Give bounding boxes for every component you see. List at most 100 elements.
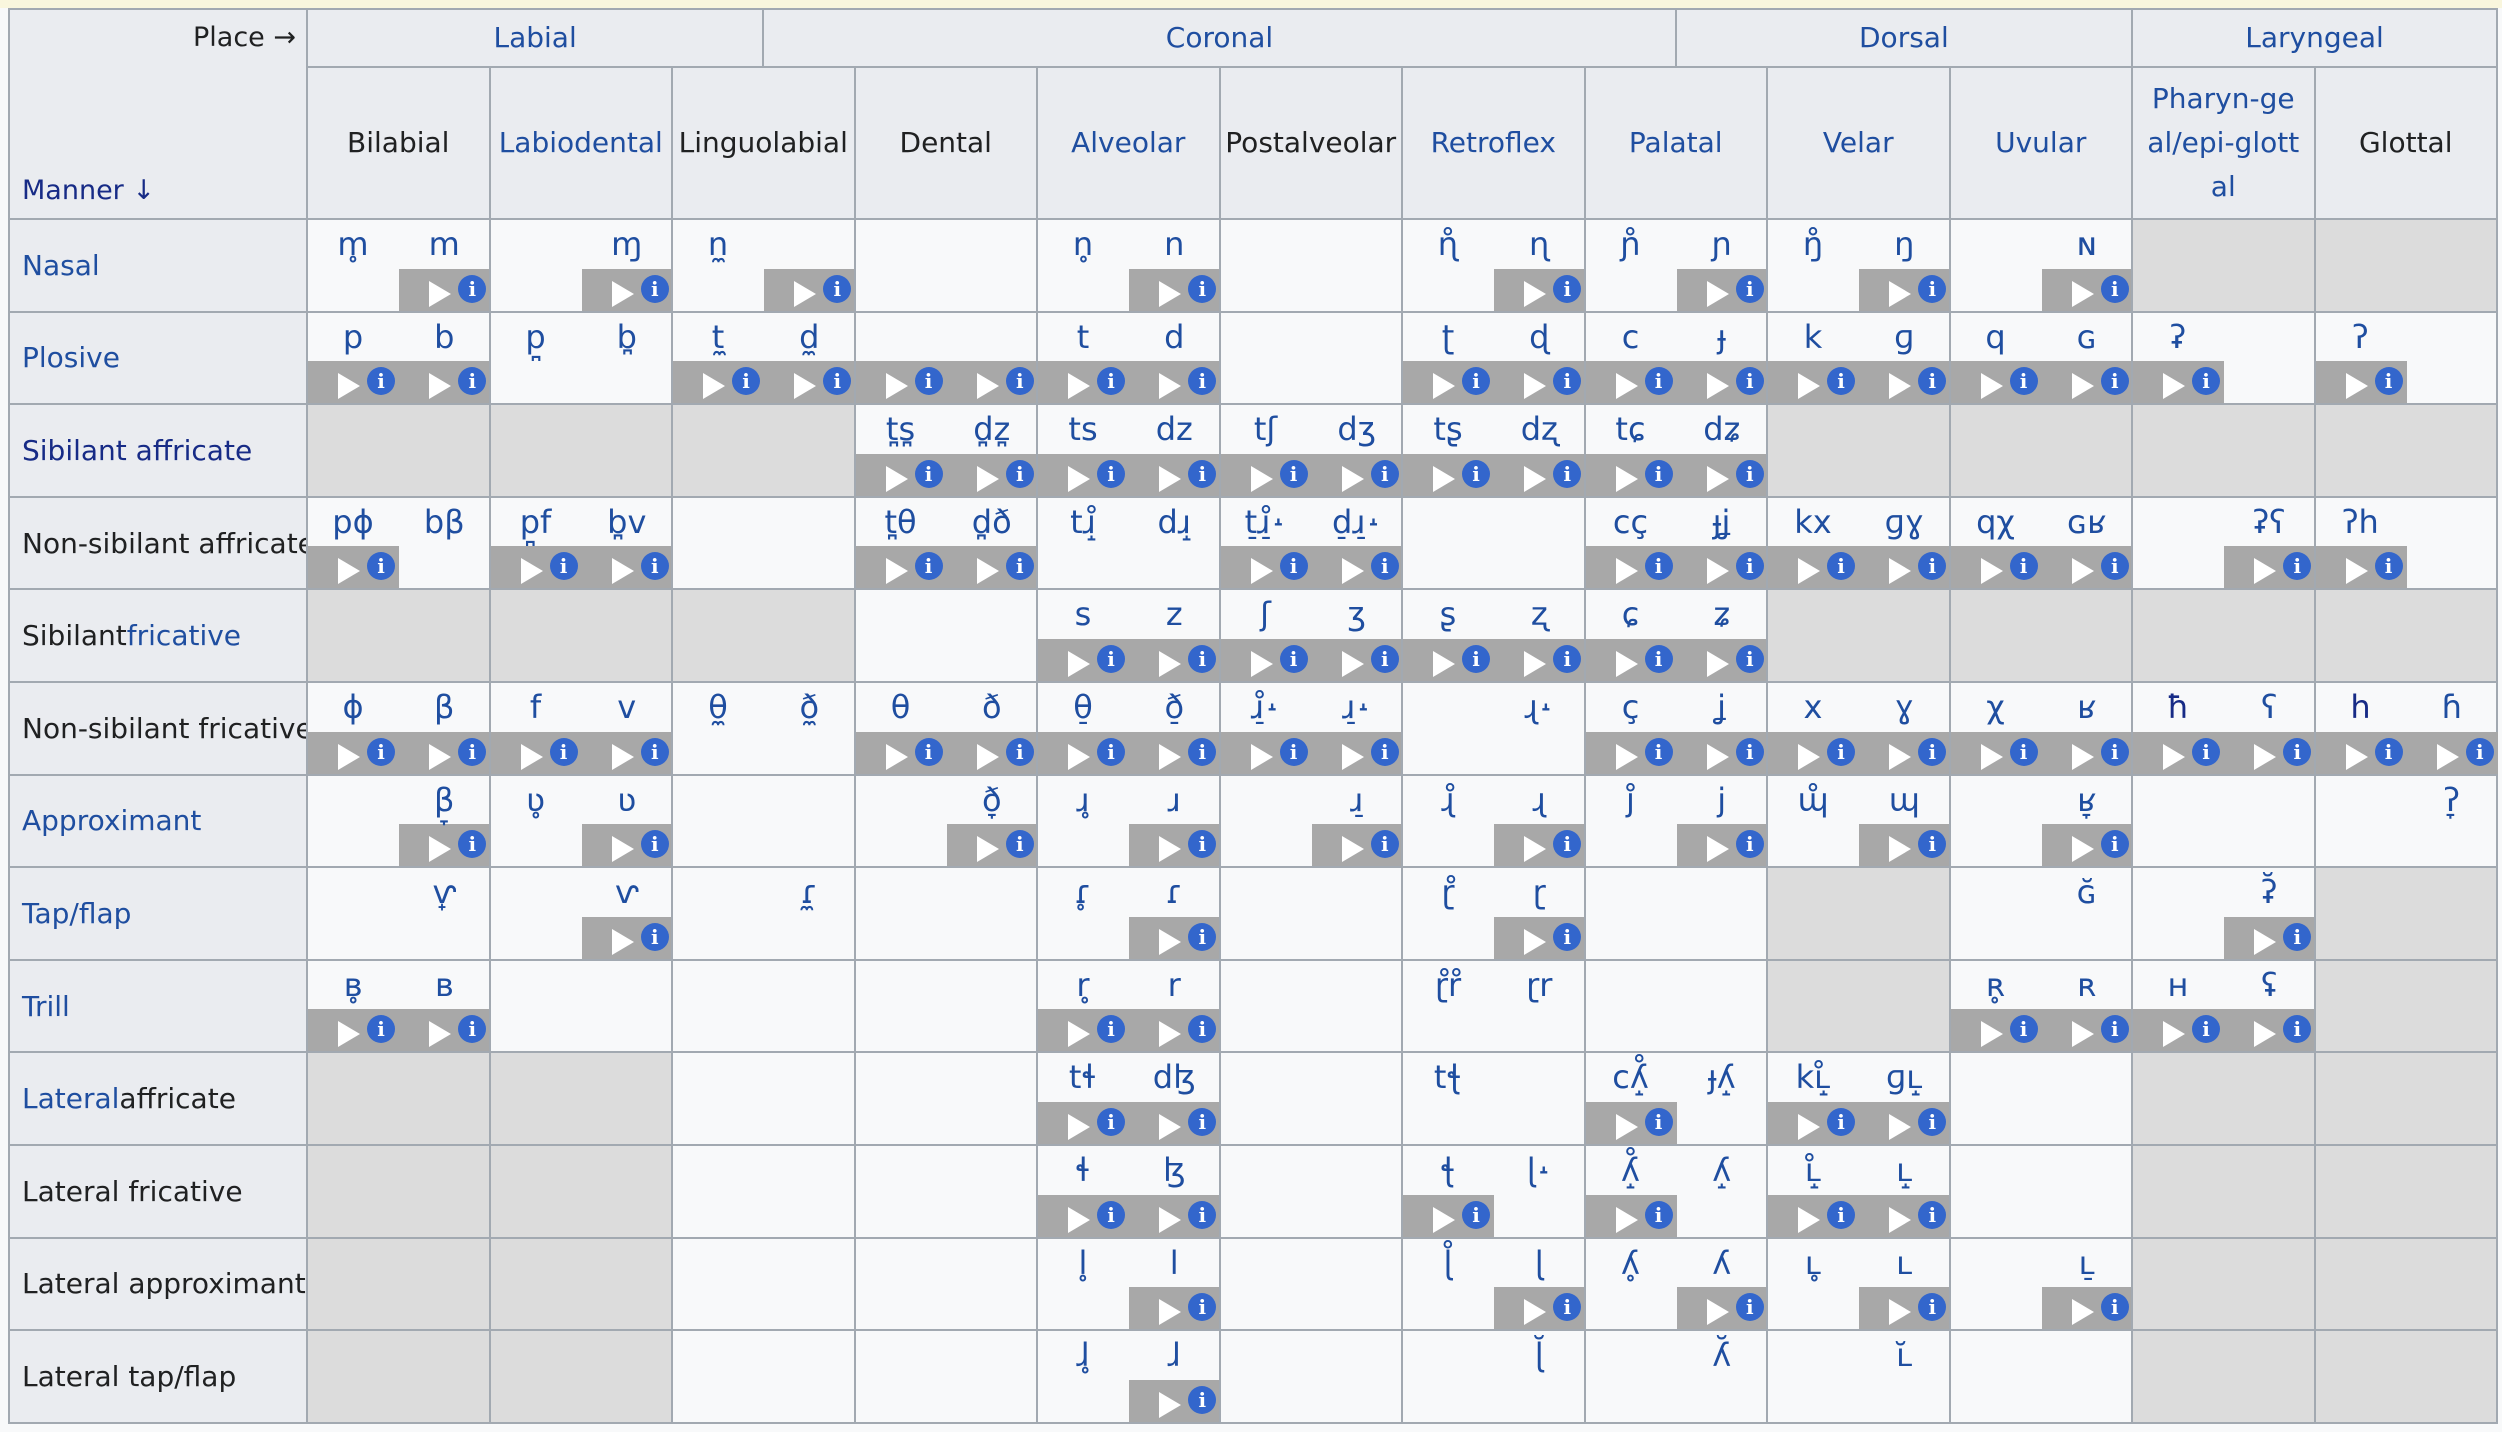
audio-player[interactable]: i: [1585, 546, 1677, 589]
audio-player[interactable]: i: [1859, 1194, 1951, 1237]
info-icon[interactable]: i: [1918, 1107, 1947, 1136]
ipa-symbol[interactable]: v: [617, 688, 637, 726]
column-header-9[interactable]: Uvular: [1948, 66, 2133, 220]
play-icon[interactable]: [1889, 743, 1912, 770]
group-header-dorsal[interactable]: Dorsal: [1674, 8, 2133, 68]
ipa-symbol[interactable]: ʟ̝: [1896, 1151, 1913, 1189]
info-icon[interactable]: i: [1279, 737, 1308, 766]
play-icon[interactable]: [1615, 465, 1638, 492]
info-icon[interactable]: i: [1918, 830, 1947, 859]
info-icon[interactable]: i: [2100, 737, 2129, 766]
ipa-symbol[interactable]: k: [1803, 317, 1823, 356]
column-label[interactable]: Pharyn-geal/epi-glottal: [2147, 82, 2300, 203]
play-icon[interactable]: [1524, 1299, 1547, 1326]
row-label[interactable]: Lateral fricative: [22, 1174, 243, 1208]
play-icon[interactable]: [2345, 373, 2368, 400]
row-label[interactable]: Plosive: [22, 341, 120, 375]
play-icon[interactable]: [1068, 1021, 1090, 1048]
play-icon[interactable]: [1159, 1113, 1182, 1140]
column-label[interactable]: Palatal: [1628, 126, 1723, 159]
info-icon[interactable]: i: [1279, 552, 1308, 581]
ipa-symbol[interactable]: ɾ̥: [1074, 873, 1092, 912]
info-icon[interactable]: i: [1188, 459, 1217, 488]
row-label[interactable]: Trill: [22, 989, 70, 1023]
audio-player[interactable]: i: [1585, 361, 1677, 404]
play-icon[interactable]: [1341, 465, 1364, 492]
info-icon[interactable]: i: [1827, 1200, 1855, 1229]
ipa-symbol[interactable]: n̥: [1072, 225, 1094, 263]
play-icon[interactable]: [2254, 558, 2277, 585]
audio-player[interactable]: i: [1038, 1194, 1129, 1237]
info-icon[interactable]: i: [549, 737, 578, 766]
ipa-symbol[interactable]: ɖ: [1529, 317, 1550, 356]
audio-player[interactable]: i: [1676, 453, 1768, 496]
info-icon[interactable]: i: [367, 1015, 395, 1044]
ipa-symbol[interactable]: ŋ̊: [1802, 225, 1824, 263]
play-icon[interactable]: [2163, 743, 2185, 770]
group-label[interactable]: Laryngeal: [2245, 21, 2384, 54]
info-icon[interactable]: i: [823, 274, 852, 303]
info-icon[interactable]: i: [1735, 367, 1764, 396]
info-icon[interactable]: i: [1553, 367, 1582, 396]
ipa-symbol[interactable]: ʋ̥: [525, 780, 546, 819]
play-icon[interactable]: [1889, 836, 1912, 863]
audio-player[interactable]: i: [1676, 546, 1768, 589]
play-icon[interactable]: [1068, 373, 1090, 400]
info-icon[interactable]: i: [2283, 1015, 2312, 1044]
column-label[interactable]: Linguolabial: [678, 126, 848, 159]
audio-player[interactable]: i: [1311, 453, 1403, 496]
ipa-symbol[interactable]: ʕ: [2261, 688, 2278, 726]
ipa-symbol[interactable]: ʎ: [1712, 1243, 1732, 1282]
group-header-laryngeal[interactable]: Laryngeal: [2131, 8, 2498, 68]
ipa-symbol[interactable]: ɲ̊: [1620, 225, 1641, 263]
row-label[interactable]: Tap/flap: [22, 896, 132, 930]
play-icon[interactable]: [1159, 928, 1182, 955]
ipa-symbol[interactable]: t̼: [711, 317, 725, 356]
ipa-symbol[interactable]: tɬ: [1068, 1058, 1098, 1097]
audio-player[interactable]: i: [1859, 361, 1951, 404]
column-header-11[interactable]: Glottal: [2313, 66, 2498, 220]
audio-player[interactable]: i: [581, 824, 673, 867]
audio-player[interactable]: i: [1038, 453, 1129, 496]
row-label-link[interactable]: Lateral: [22, 1082, 120, 1116]
play-icon[interactable]: [611, 928, 634, 955]
ipa-symbol[interactable]: β: [434, 688, 455, 726]
audio-player[interactable]: i: [581, 546, 673, 589]
audio-player[interactable]: i: [1129, 824, 1221, 867]
row-label[interactable]: Lateral tap/flap: [22, 1359, 237, 1393]
ipa-symbol[interactable]: cç: [1612, 502, 1649, 541]
info-icon[interactable]: i: [1005, 737, 1034, 766]
ipa-symbol[interactable]: l̥: [1078, 1243, 1088, 1282]
ipa-symbol[interactable]: χ: [1986, 688, 2005, 726]
info-icon[interactable]: i: [2192, 1015, 2220, 1044]
ipa-symbol[interactable]: ʢ: [2261, 965, 2278, 1004]
row-header-9[interactable]: Lateral affricate: [8, 1051, 308, 1146]
ipa-symbol[interactable]: ð̼: [799, 688, 820, 726]
column-header-5[interactable]: Postalveolar: [1218, 66, 1403, 220]
play-icon[interactable]: [429, 373, 452, 400]
ipa-symbol[interactable]: θ̼: [708, 688, 728, 726]
ipa-symbol[interactable]: qχ: [1976, 502, 2015, 541]
info-icon[interactable]: i: [1644, 367, 1673, 396]
info-icon[interactable]: i: [1553, 830, 1582, 859]
info-icon[interactable]: i: [2374, 737, 2403, 766]
play-icon[interactable]: [2071, 836, 2094, 863]
info-icon[interactable]: i: [458, 1015, 487, 1044]
info-icon[interactable]: i: [1097, 459, 1125, 488]
info-icon[interactable]: i: [1918, 552, 1947, 581]
ipa-symbol[interactable]: t: [1076, 317, 1090, 356]
ipa-symbol[interactable]: tʂ: [1433, 410, 1463, 449]
audio-player[interactable]: i: [1494, 361, 1586, 404]
audio-player[interactable]: i: [1585, 731, 1677, 774]
audio-player[interactable]: i: [308, 546, 399, 589]
play-icon[interactable]: [1615, 650, 1638, 677]
ipa-symbol[interactable]: ɻ̊: [1441, 780, 1455, 819]
play-icon[interactable]: [611, 743, 634, 770]
row-label[interactable]: Approximant: [22, 804, 202, 838]
ipa-symbol[interactable]: bβ: [423, 502, 465, 541]
ipa-symbol[interactable]: ʡ: [2169, 317, 2187, 356]
info-icon[interactable]: i: [1188, 830, 1217, 859]
column-header-10[interactable]: Pharyn-geal/epi-glottal: [2131, 66, 2316, 220]
row-label[interactable]: Sibilant fricative: [22, 590, 241, 681]
row-header-8[interactable]: Trill: [8, 958, 308, 1054]
